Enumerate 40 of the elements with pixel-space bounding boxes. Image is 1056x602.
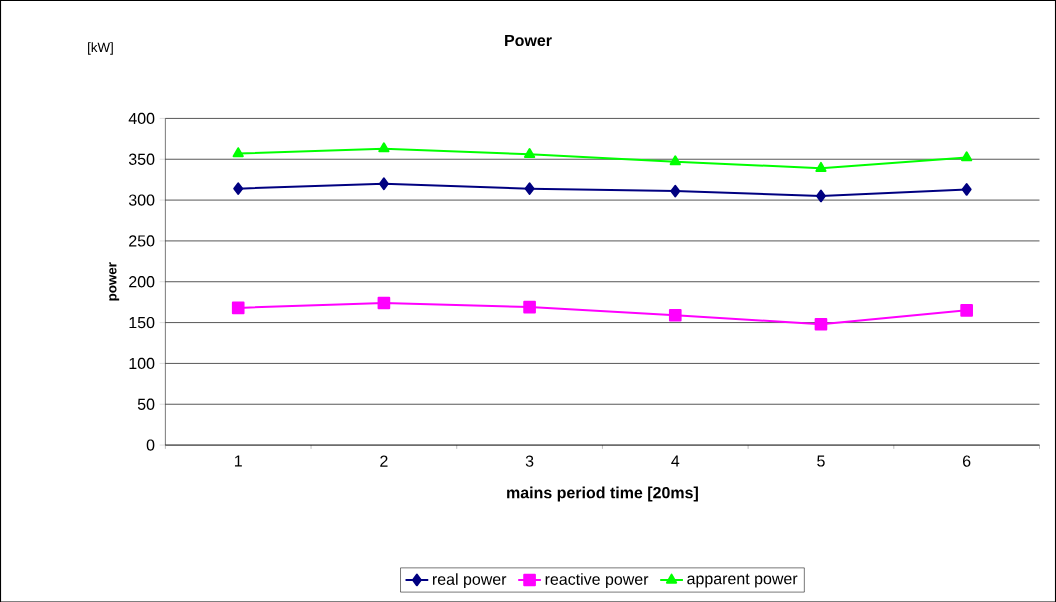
point <box>378 142 390 153</box>
x-axis-title: mains period time [20ms] <box>507 486 698 502</box>
point <box>669 155 681 166</box>
point <box>668 308 682 322</box>
point <box>815 161 827 172</box>
chart-title: Power <box>505 34 552 46</box>
y-tick-label: 350 <box>128 153 155 165</box>
point <box>233 182 244 195</box>
point <box>378 177 389 190</box>
y-tick-label: 300 <box>128 194 155 206</box>
point <box>814 317 828 331</box>
y-tick-label: 150 <box>129 316 155 329</box>
legend-label: reactive power <box>545 572 649 588</box>
y-tick-label: 250 <box>129 235 155 247</box>
x-tick-label: 6 <box>963 455 971 467</box>
point <box>960 303 973 317</box>
point <box>232 146 244 157</box>
point <box>961 182 972 196</box>
point <box>815 189 826 203</box>
legend-label: real power <box>432 572 507 588</box>
point <box>523 300 536 314</box>
y-tick-label: 50 <box>137 398 155 410</box>
point <box>377 296 391 310</box>
legend-label: apparent power <box>687 573 798 588</box>
y-tick-label: 0 <box>146 439 155 451</box>
x-tick-label: 2 <box>380 455 388 467</box>
point <box>231 301 245 314</box>
point <box>961 151 973 162</box>
x-tick-label: 1 <box>234 455 242 467</box>
point <box>524 182 535 195</box>
y-tick-label: 400 <box>128 112 155 124</box>
y-axis-title: power <box>109 262 120 301</box>
y-tick-label: 100 <box>129 357 155 369</box>
x-tick-label: 4 <box>671 455 680 467</box>
text: [kW] <box>88 42 113 55</box>
x-tick-label: 3 <box>525 455 534 467</box>
point <box>523 147 536 158</box>
x-tick-label: 5 <box>817 455 825 467</box>
point <box>670 184 681 198</box>
y-tick-label: 200 <box>129 275 155 288</box>
